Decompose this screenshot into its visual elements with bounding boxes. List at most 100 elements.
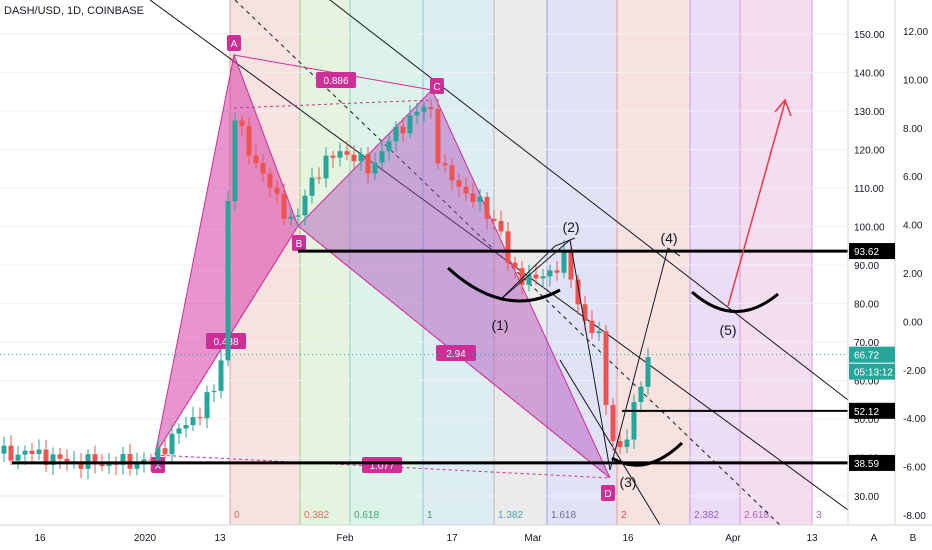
candle-body (519, 268, 525, 285)
candle-body (344, 151, 350, 155)
price-tick-label: 80.00 (854, 300, 879, 311)
fib-zone-label: 0.618 (354, 510, 379, 521)
candle-body (36, 449, 42, 454)
candle-body (540, 276, 546, 279)
candle-body (407, 115, 413, 134)
candle-body (141, 459, 147, 463)
percent-tick-label: -6.00 (903, 463, 926, 474)
wave-label: (3) (619, 474, 636, 490)
price-badge (849, 363, 895, 380)
percent-tick-label: 10.00 (903, 75, 928, 86)
harmonic-point-label: B (296, 239, 303, 250)
harmonic-ratio-label: 0.886 (323, 76, 348, 87)
candle-body (365, 154, 371, 174)
candle-body (386, 141, 392, 152)
candle-body (162, 448, 168, 455)
candle-body (29, 450, 35, 454)
candle-body (274, 187, 280, 194)
candle-body (449, 165, 455, 181)
candle-body (50, 454, 56, 465)
date-tick-label: Mar (524, 533, 542, 544)
candle-body (414, 111, 420, 116)
candle-body (1, 445, 7, 454)
candle-body (330, 155, 336, 158)
candle-body (92, 454, 98, 465)
candle-body (176, 428, 182, 434)
candle-body (337, 151, 343, 158)
candle-body (99, 464, 105, 467)
price-tick-label: 60.00 (854, 377, 879, 388)
fib-zone-label: 1.618 (551, 510, 576, 521)
percent-tick-label: -4.00 (903, 414, 926, 425)
candle-body (512, 262, 518, 269)
price-tick-label: 130.00 (854, 107, 885, 118)
candle-body (134, 462, 140, 469)
harmonic-point-label: C (433, 82, 440, 93)
candle-body (15, 454, 21, 461)
candle-body (225, 201, 231, 361)
candle-body (309, 177, 315, 196)
harmonic-ratio-badge (362, 457, 402, 473)
wave-arc (446, 266, 561, 303)
candle-body (456, 180, 462, 187)
candle-body (596, 331, 602, 334)
candle-body (260, 163, 266, 174)
fib-zone-label: 1 (427, 510, 433, 521)
candle-body (8, 445, 14, 461)
price-tick-label: 150.00 (854, 30, 885, 41)
candle-body (148, 459, 154, 461)
candle-body (561, 250, 567, 273)
percent-tick-label: 2.00 (903, 269, 923, 280)
wave-arc (691, 290, 779, 313)
candle-body (533, 274, 539, 279)
price-tick-label: 140.00 (854, 69, 885, 80)
fib-zone-band (690, 0, 740, 525)
date-tick-label: 2020 (134, 533, 157, 544)
candle-body (491, 218, 497, 222)
percent-tick-label: -2.00 (903, 366, 926, 377)
scale-mode-b: B (910, 533, 917, 544)
fib-zone-band (740, 0, 812, 525)
fib-zone-label: 2.382 (694, 510, 719, 521)
candle-body (211, 390, 217, 393)
candle-body (505, 231, 511, 263)
candle-body (624, 439, 630, 447)
candle-body (197, 417, 203, 419)
price-tick-label: 100.00 (854, 223, 885, 234)
candle-body (400, 126, 406, 134)
candle-body (323, 155, 329, 179)
harmonic-point-badge (430, 78, 444, 94)
fib-zone-label: 0.382 (304, 510, 329, 521)
candle-body (589, 320, 595, 334)
elliott-wave-drawing: (1) (2) (3) (4) (5) (446, 98, 792, 490)
candle-body (435, 109, 441, 164)
fib-zone-band (547, 0, 617, 525)
price-badge (849, 454, 895, 471)
candle-body (526, 274, 532, 285)
projection-arrow (727, 101, 786, 307)
fib-zone-label: 0 (234, 510, 240, 521)
percent-tick-label: 4.00 (903, 221, 923, 232)
channel-line (329, 0, 849, 401)
date-tick-label: 16 (622, 533, 634, 544)
candle-body (603, 331, 609, 405)
candle-body (316, 177, 322, 179)
candle-body (295, 215, 301, 217)
candle-body (393, 126, 399, 142)
date-tick-label: 13 (806, 533, 818, 544)
candle-body (120, 454, 126, 465)
candle-body (288, 216, 294, 219)
price-badge-label: 52.12 (854, 407, 879, 418)
wave-label: (1) (491, 317, 508, 333)
candle-body (302, 195, 308, 216)
harmonic-leg (154, 454, 611, 479)
percent-tick-label: 0.00 (903, 317, 923, 328)
date-tick-label: 16 (34, 533, 46, 544)
candle-body (645, 357, 651, 387)
wave-path (499, 237, 576, 301)
harmonic-ratio-label: 1.077 (369, 461, 394, 472)
candle-body (57, 454, 63, 459)
harmonic-point-label: A (231, 39, 238, 50)
date-tick-label: 17 (446, 533, 458, 544)
